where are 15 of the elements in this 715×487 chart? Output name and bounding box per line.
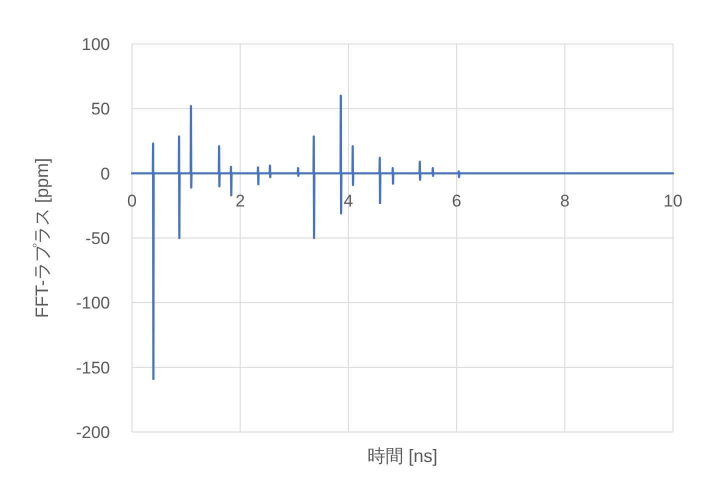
y-tick-label: -150 bbox=[76, 358, 110, 378]
x-tick-label: 6 bbox=[452, 191, 462, 210]
y-tick-label: -50 bbox=[85, 229, 110, 248]
x-axis-title: 時間 [ns] bbox=[367, 446, 438, 466]
y-tick-label: -100 bbox=[76, 294, 110, 313]
y-tick-label: -200 bbox=[76, 423, 110, 442]
y-axis-title: FFT-ラプラス [ppm] bbox=[32, 158, 52, 318]
x-tick-label: 8 bbox=[560, 191, 570, 210]
x-tick-label: 2 bbox=[235, 191, 245, 210]
y-tick-label: 100 bbox=[82, 35, 110, 54]
x-tick-label: 0 bbox=[127, 191, 137, 210]
y-tick-label: 50 bbox=[91, 100, 110, 119]
x-tick-label: 4 bbox=[344, 191, 354, 210]
x-tick-label: 10 bbox=[664, 191, 682, 210]
y-tick-label: 0 bbox=[100, 164, 110, 184]
